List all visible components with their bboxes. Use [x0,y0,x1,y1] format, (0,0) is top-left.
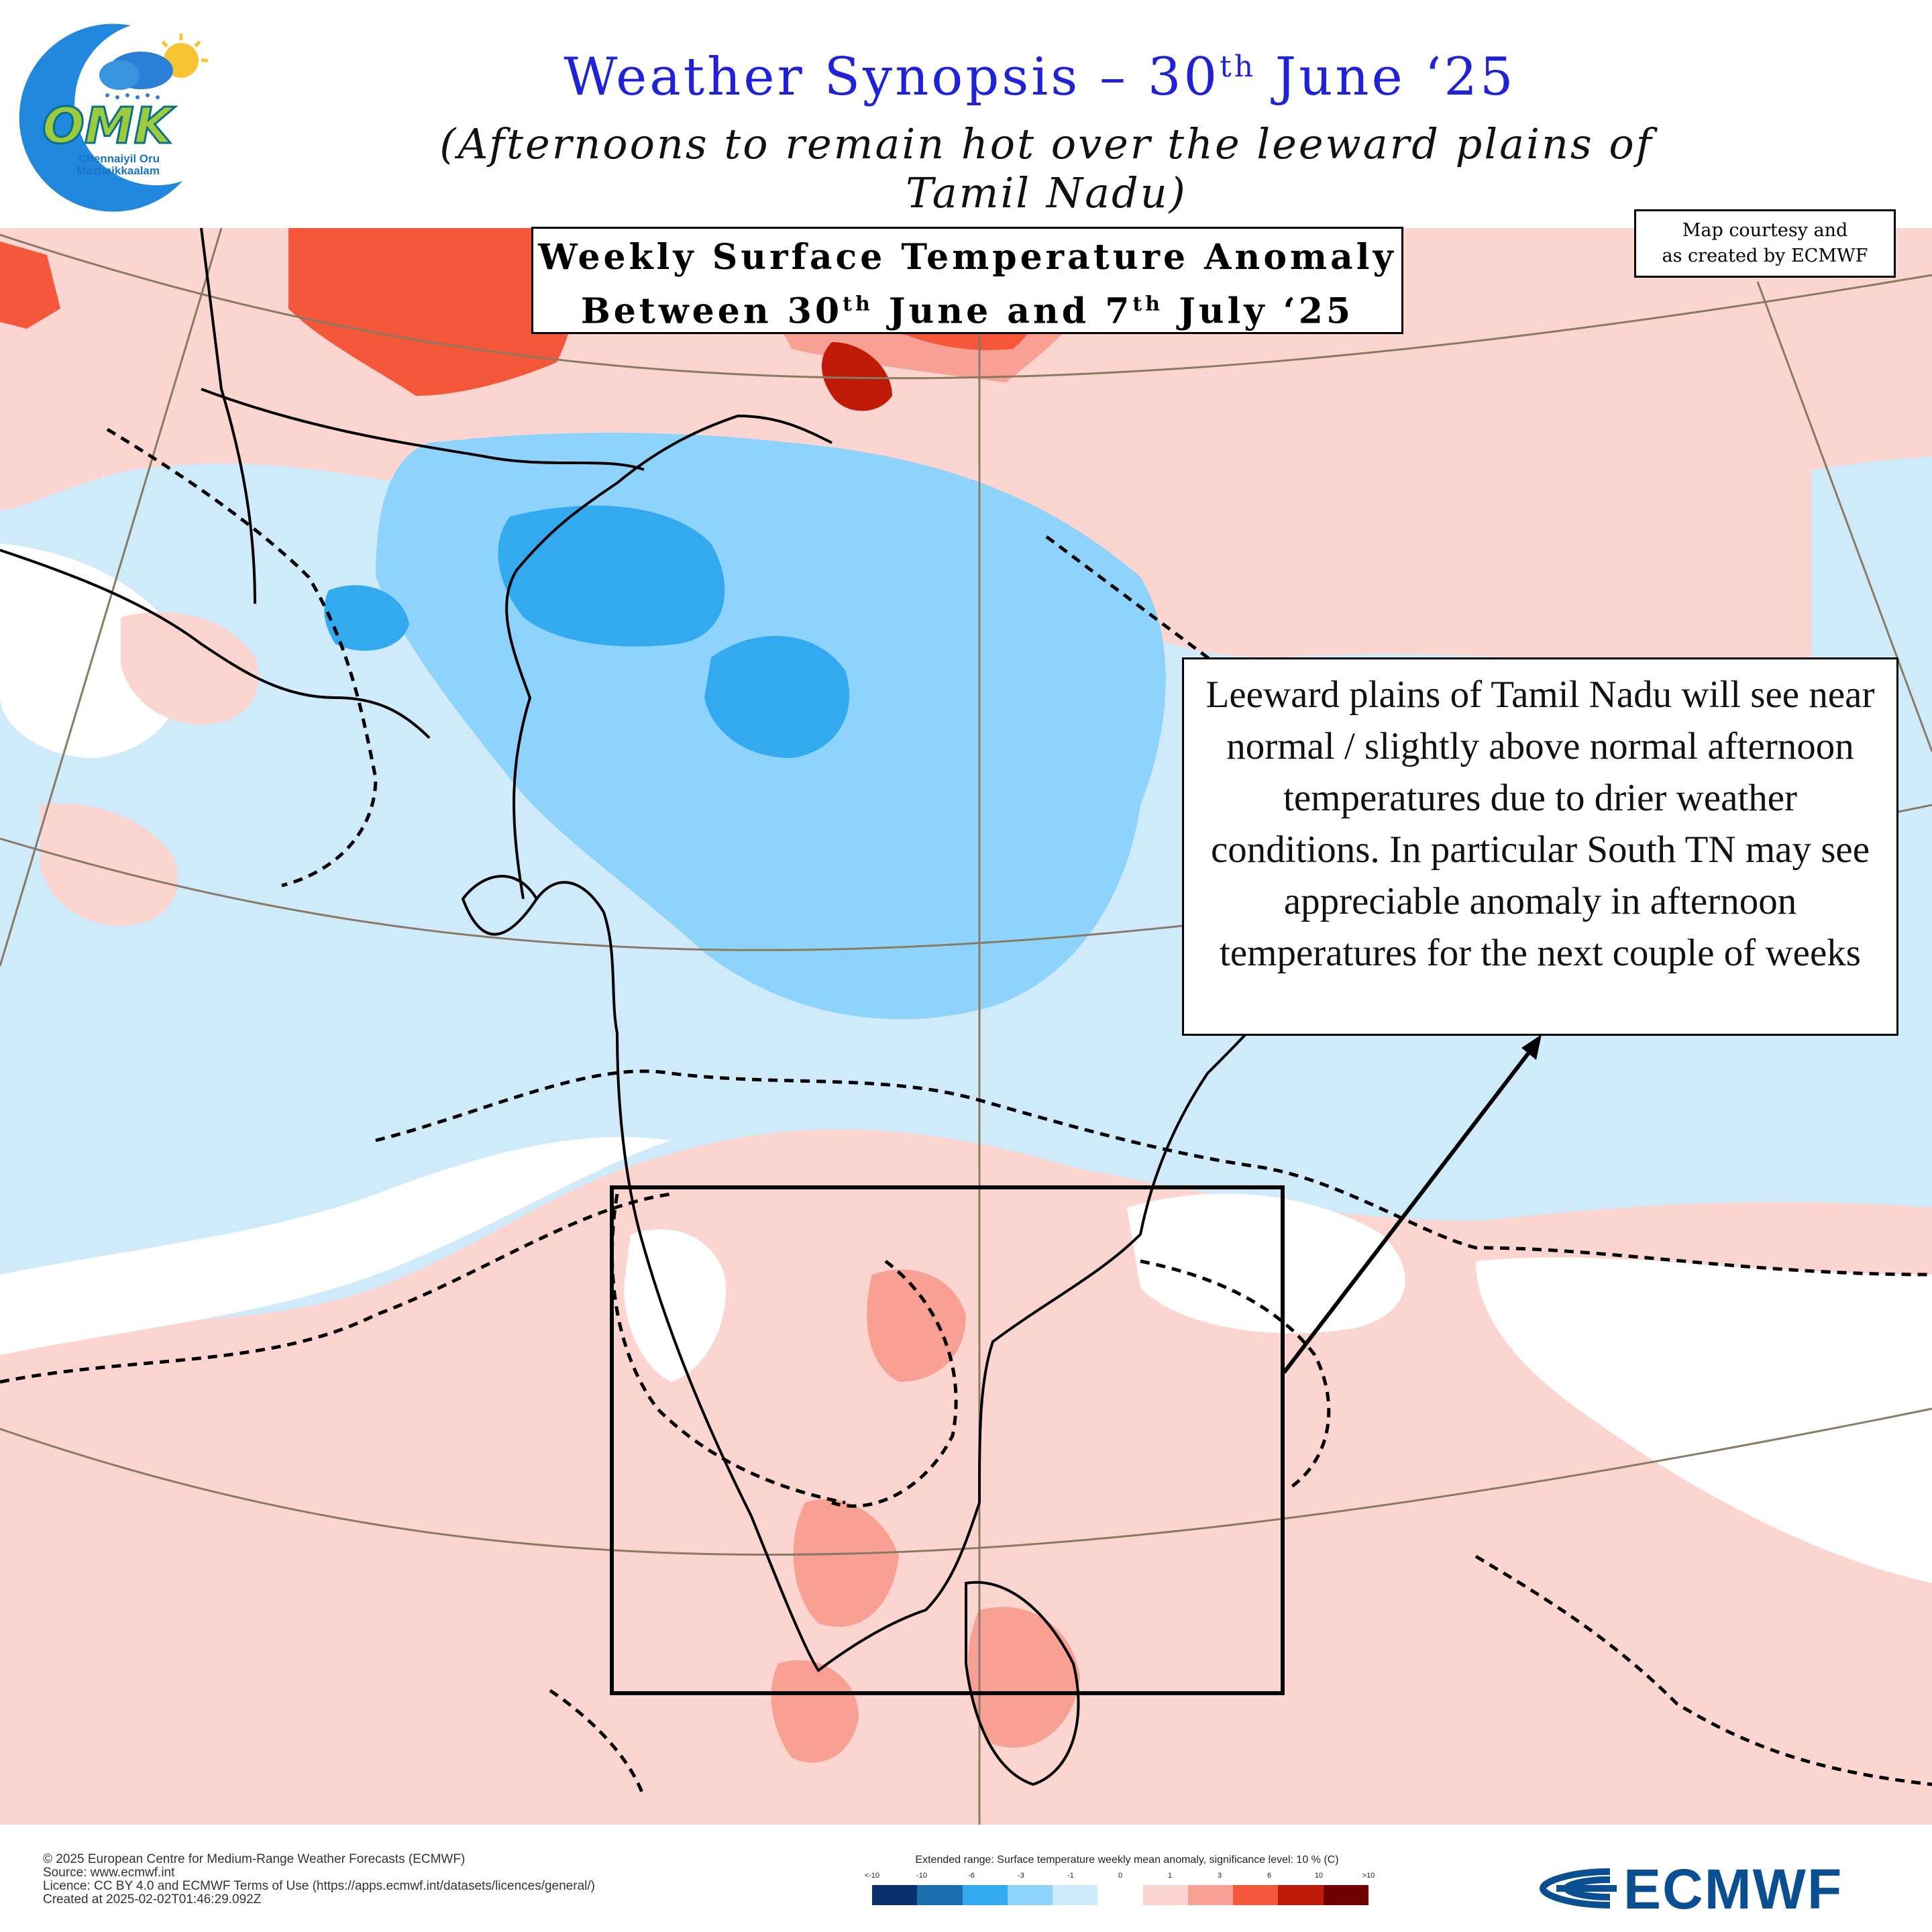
callout-arrow-head [1521,1034,1542,1060]
legend-tick-label: <-10 [864,1872,880,1880]
created-line: Created at 2025-02-02T01:46:29.092Z [43,1892,262,1907]
legend-swatch [1187,1885,1234,1905]
source-line: Source: www.ecmwf.int [43,1866,175,1880]
north-east-warm-band [1073,443,1811,698]
legend-tick-labels: <-10 -10 -6 -3 -1 0 1 3 6 10 >10 [865,1872,1375,1881]
central-deep-blue-patch [704,635,850,758]
legend-swatch [872,1885,918,1905]
west-strong-warm-patch [0,241,60,329]
legend-tick-label: 1 [1167,1872,1173,1880]
sri-lanka-warm-patch [967,1607,1080,1748]
map-title-line2: Between 30th June and 7th July ‘25 [580,290,1354,332]
legend-swatch [1142,1885,1188,1905]
west-neutral-patch [0,543,183,758]
logo-brand-text: OMK [42,97,176,155]
legend-swatch [1233,1885,1279,1905]
legend-tick-label: 0 [1118,1872,1123,1880]
focus-region-box [610,1185,1285,1695]
legend-tick-label: 6 [1267,1872,1272,1880]
small-deep-blue-patch [324,585,409,651]
map-courtesy-box: Map courtesy and as created by ECMWF [1634,209,1896,278]
courtesy-line2: as created by ECMWF [1662,246,1868,266]
legend-swatch [1007,1885,1053,1905]
darkest-warm-patch [822,342,892,411]
southern-neutral-band [0,1136,671,1355]
south-tip-warm-patch [771,1660,859,1763]
legend-swatch [1053,1885,1098,1905]
map-title-box: Weekly Surface Temperature Anomaly Betwe… [531,227,1403,334]
copyright-line: © 2025 European Centre for Medium-Range … [43,1852,466,1866]
ecmwf-brand-text: ECMWF [1623,1858,1843,1921]
logo-line2: Mazhaikkaalam [76,164,160,177]
legend-tick-label: 3 [1217,1872,1222,1880]
coastline [0,228,1296,1786]
legend-swatch [1278,1885,1324,1905]
logo-line1: Chennaiyil Oru [78,152,160,165]
sw-warm-patch [40,804,178,926]
copyright-block: © 2025 European Centre for Medium-Range … [43,1853,595,1907]
legend-swatch [1323,1885,1368,1905]
callout-box: Leeward plains of Tamil Nadu will see ne… [1182,657,1898,1036]
omk-logo: OMK Chennaiyil Oru Mazhaikkaalam [19,23,208,212]
page-title: Weather Synopsis – 30th June ‘25 [564,47,1516,107]
legend-swatch [962,1885,1008,1905]
legend-swatch [1097,1885,1143,1905]
map-title-line1: Weekly Surface Temperature Anomaly [538,237,1397,278]
legend-tick-label: -1 [1067,1872,1074,1880]
page-subtitle: (Afternoons to remain hot over the leewa… [439,119,1654,217]
legend-tick-label: 10 [1314,1872,1324,1880]
header: OMK Chennaiyil Oru Mazhaikkaalam Weather… [0,0,1932,228]
legend-tick-label: >10 [1362,1872,1375,1880]
legend-tick-label: -6 [968,1872,975,1880]
legend-tick-label: -3 [1018,1872,1024,1880]
legend-color-bar [872,1885,1368,1905]
south-tn-warm-patch [793,1499,899,1627]
south-india-warm-patch [867,1269,966,1382]
legend-swatch [917,1885,963,1905]
southern-warm-ocean-band [0,1129,1932,1825]
courtesy-line1: Map courtesy and [1682,220,1848,241]
licence-line: Licence: CC BY 4.0 and ECMWF Terms of Us… [43,1879,595,1893]
northwest-deep-blue-patch [498,505,725,647]
bay-neutral-patch [1127,1193,1405,1334]
callout-arrow-line [1282,1045,1536,1374]
west-small-warm-patch [121,612,259,724]
ecmwf-logo-icon [1539,1868,1617,1909]
legend-tick-label: -10 [916,1872,927,1880]
east-neutral-patch [1476,1257,1932,1583]
legend-title: Extended range: Surface temperature week… [915,1854,1339,1866]
